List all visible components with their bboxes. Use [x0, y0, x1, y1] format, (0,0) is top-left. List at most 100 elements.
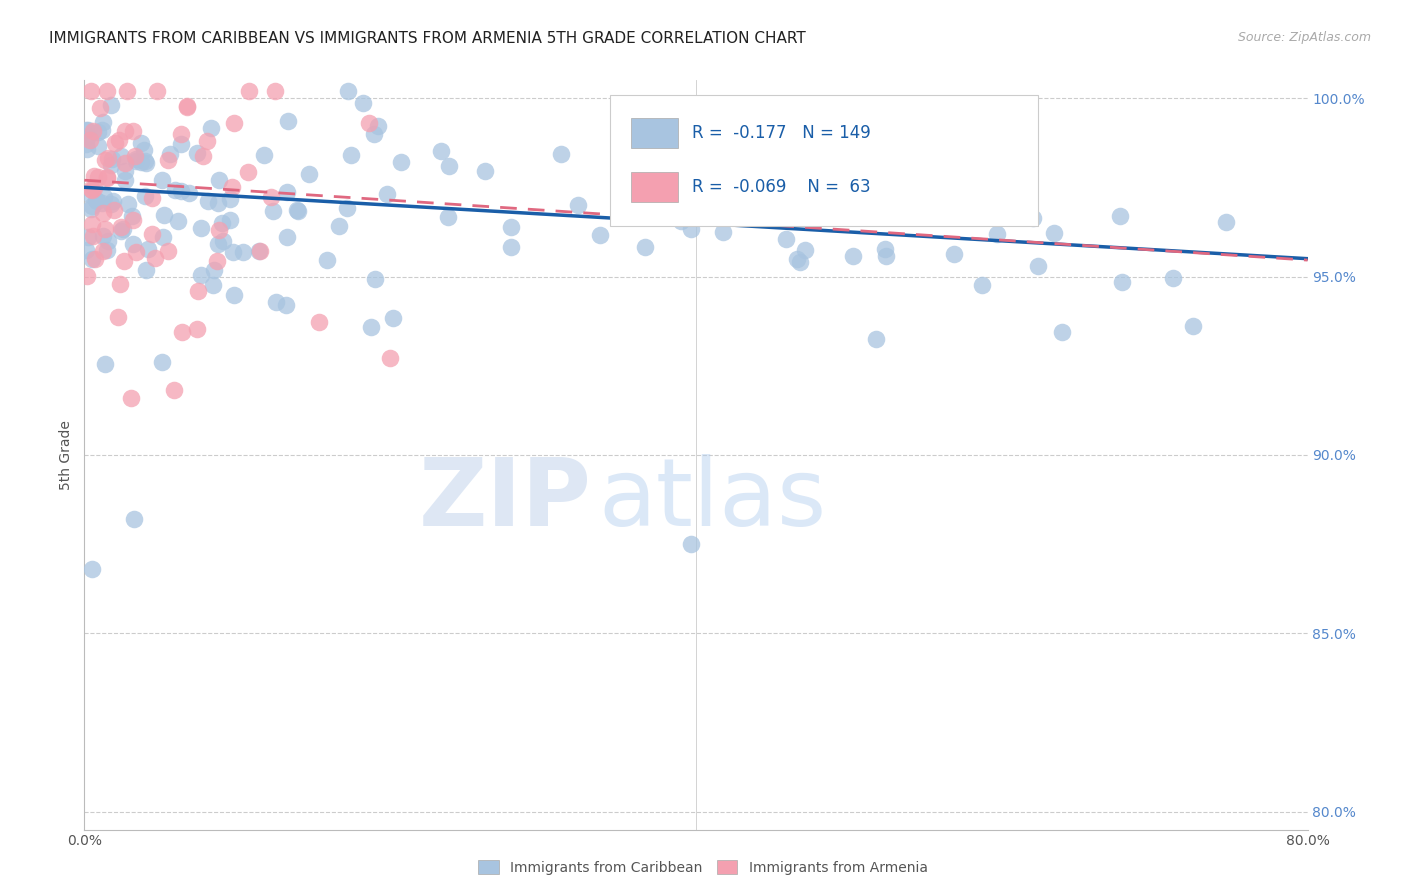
Point: [77, 230, 100, 244]
Point: [186, 146, 208, 161]
Point: [775, 232, 797, 246]
Point: [152, 173, 174, 187]
Point: [352, 96, 374, 111]
Point: [110, 224, 132, 238]
Point: [136, 242, 159, 256]
Point: [100, 98, 122, 112]
Point: [129, 155, 152, 169]
Point: [249, 244, 271, 259]
Point: [842, 249, 865, 263]
Point: [87, 169, 110, 184]
Point: [97, 151, 120, 165]
Point: [219, 193, 242, 207]
Point: [340, 148, 363, 162]
Point: [107, 310, 129, 325]
Point: [132, 143, 155, 157]
Point: [112, 253, 135, 268]
Point: [146, 84, 169, 98]
Point: [222, 288, 245, 302]
Point: [101, 194, 124, 208]
Point: [80, 252, 103, 266]
Point: [501, 240, 523, 254]
Point: [827, 203, 849, 218]
Point: [108, 277, 131, 291]
Point: [96, 169, 118, 184]
Point: [380, 351, 402, 365]
Point: [75, 243, 97, 257]
Point: [328, 219, 350, 233]
Point: [83, 180, 105, 194]
Point: [790, 147, 813, 161]
Point: [681, 537, 703, 551]
Point: [117, 197, 139, 211]
Point: [91, 115, 114, 129]
Point: [588, 227, 610, 242]
Point: [276, 185, 298, 199]
Point: [963, 160, 986, 174]
Point: [103, 203, 125, 218]
Point: [114, 163, 136, 178]
Point: [499, 220, 522, 235]
Point: [190, 220, 212, 235]
Point: [1050, 325, 1073, 339]
Point: [430, 144, 453, 158]
Point: [200, 121, 222, 136]
Point: [207, 254, 229, 268]
Point: [207, 236, 229, 251]
Point: [157, 244, 180, 258]
Point: [364, 272, 387, 286]
Point: [108, 133, 131, 147]
Point: [172, 325, 194, 339]
Point: [134, 154, 156, 169]
Point: [232, 244, 254, 259]
Point: [865, 332, 887, 346]
Point: [75, 123, 97, 137]
Point: [163, 383, 186, 397]
Point: [87, 139, 110, 153]
Point: [1004, 168, 1026, 182]
Point: [723, 188, 745, 202]
Point: [201, 277, 224, 292]
Point: [80, 84, 103, 98]
Point: [82, 124, 104, 138]
Point: [75, 137, 97, 152]
Point: [163, 183, 186, 197]
Point: [157, 153, 180, 168]
Point: [179, 186, 201, 201]
Point: [786, 252, 808, 266]
Point: [122, 237, 145, 252]
Text: R =  -0.177   N = 149: R = -0.177 N = 149: [692, 124, 872, 142]
Point: [208, 173, 231, 187]
Point: [134, 189, 156, 203]
Point: [1111, 275, 1133, 289]
Point: [152, 229, 174, 244]
Point: [669, 214, 692, 228]
Point: [567, 198, 589, 212]
Point: [91, 244, 114, 258]
Point: [90, 123, 112, 137]
Point: [889, 206, 911, 220]
Point: [80, 198, 103, 212]
Point: [100, 158, 122, 172]
Point: [94, 357, 117, 371]
Point: [336, 201, 359, 215]
Point: [122, 213, 145, 227]
Point: [298, 167, 321, 181]
Point: [91, 229, 114, 244]
Point: [82, 229, 104, 244]
Point: [337, 84, 360, 98]
Point: [115, 84, 138, 98]
Point: [120, 391, 142, 405]
Point: [135, 263, 157, 277]
Point: [143, 251, 166, 265]
Point: [129, 136, 152, 150]
Point: [238, 164, 260, 178]
Point: [190, 268, 212, 282]
Point: [692, 164, 714, 178]
Point: [125, 154, 148, 169]
Point: [474, 164, 496, 178]
Point: [807, 123, 830, 137]
Point: [83, 169, 105, 183]
Point: [84, 252, 107, 267]
Point: [141, 191, 163, 205]
